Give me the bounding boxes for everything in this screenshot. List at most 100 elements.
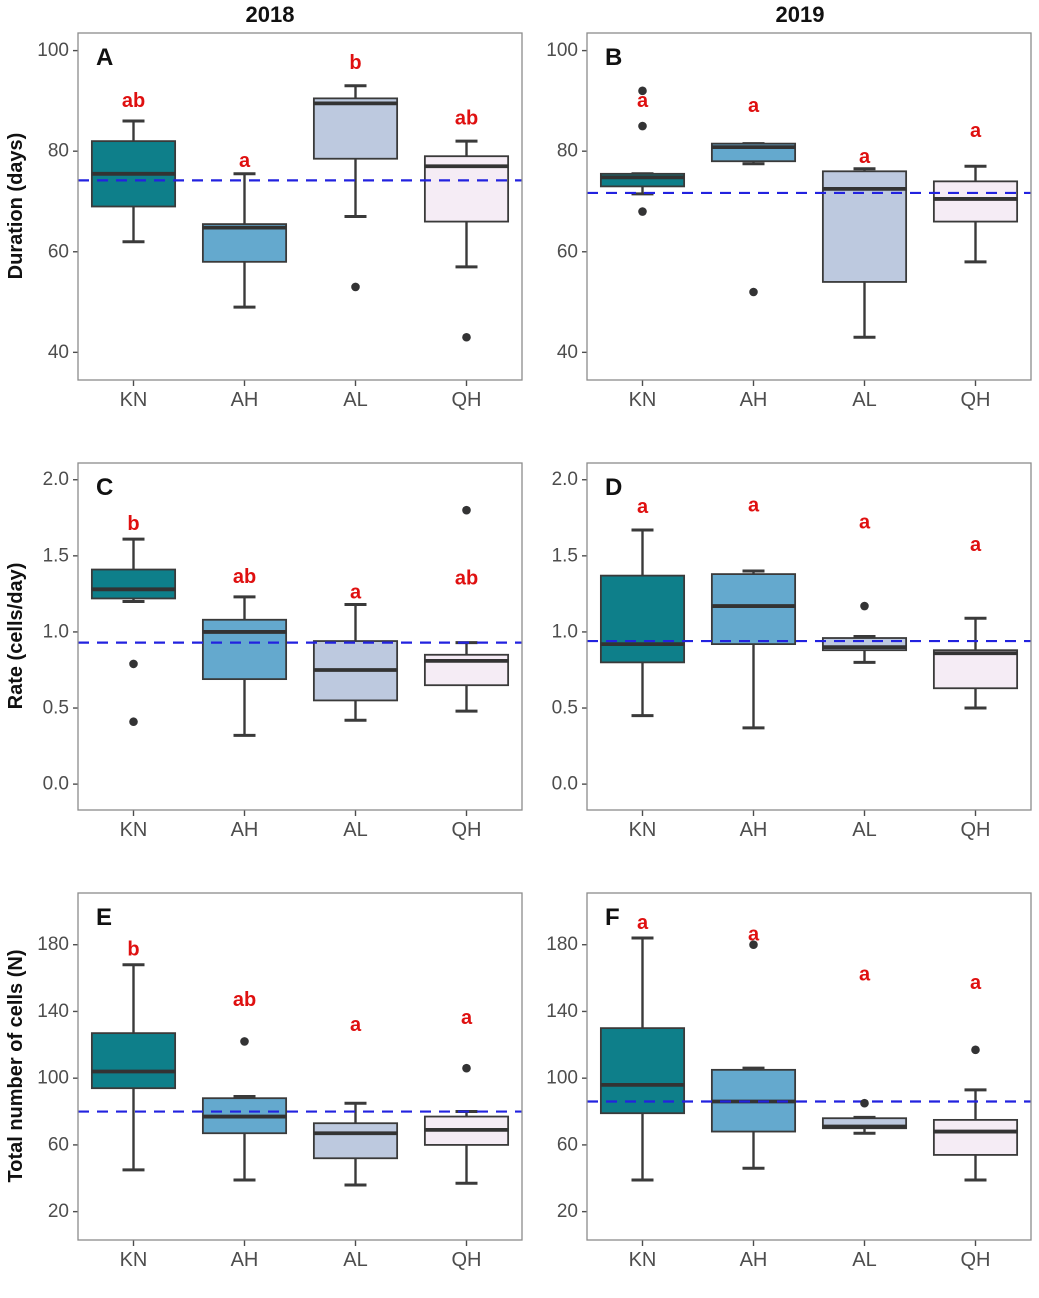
boxplot-svg-F: 20 60 100 140 180 a KN a AH a AL a QH F [539, 885, 1039, 1285]
y-tick-label: 1.5 [552, 545, 578, 566]
box-QH [423, 139, 510, 269]
box-AL [821, 1115, 908, 1135]
outlier-point [462, 505, 471, 515]
column-title-2019: 2019 [775, 2, 825, 27]
x-tick-label-AH: AH [231, 1249, 259, 1271]
y-tick-label: 40 [557, 342, 578, 363]
boxplot-svg-B: 40 60 80 100 a KN a AH a AL a QH B [539, 25, 1039, 425]
x-tick-label-AL: AL [343, 819, 367, 841]
outlier-point [462, 332, 471, 342]
x-tick-label-AH: AH [740, 1249, 768, 1271]
panel-f-cells-2019: 20 60 100 140 180 a KN a AH a AL a QH F [539, 885, 1039, 1285]
x-tick-label-QH: QH [452, 819, 482, 841]
y-tick-label: 0.0 [43, 774, 69, 795]
significance-letter: ab [455, 107, 478, 129]
significance-letter: a [637, 90, 649, 112]
y-axis-title-rate: Rate (cells/day) [5, 562, 27, 710]
boxplot-svg-E: 20 60 100 140 180 b KN ab AH a AL a QH E [30, 885, 530, 1285]
box-KN [599, 172, 686, 196]
y-tick-label: 0.5 [552, 698, 578, 719]
significance-letter: a [637, 912, 649, 934]
significance-letter: a [748, 95, 760, 117]
x-tick-label-KN: KN [629, 1249, 657, 1271]
x-tick-label-KN: KN [120, 819, 148, 841]
panel-c-rate-2018: 0.0 0.5 1.0 1.5 2.0 b KN ab AH a AL ab QH C [30, 455, 530, 855]
y-tick-label: 1.5 [43, 545, 69, 566]
y-tick-label: 180 [37, 934, 69, 955]
box-KN [599, 528, 686, 718]
y-tick-label: 20 [48, 1201, 69, 1222]
y-tick-label: 80 [557, 141, 578, 162]
y-tick-label: 100 [37, 40, 69, 61]
outlier-point [749, 287, 758, 297]
box-AL [312, 1101, 399, 1187]
outlier-point [240, 1037, 249, 1046]
x-tick-label-QH: QH [961, 389, 991, 411]
boxplot-svg-C: 0.0 0.5 1.0 1.5 2.0 b KN ab AH a AL ab QH C [30, 455, 530, 855]
y-tick-label: 180 [546, 934, 578, 955]
outlier-point [129, 717, 138, 727]
outlier-point [638, 86, 647, 96]
y-tick-label: 60 [557, 241, 578, 262]
outlier-point [971, 1045, 980, 1055]
box-AH [201, 595, 288, 737]
box-KN [599, 936, 686, 1182]
panel-d-rate-2019: 0.0 0.5 1.0 1.5 2.0 a KN a AH a AL a QH D [539, 455, 1039, 855]
significance-letter: a [970, 120, 982, 142]
box-QH [932, 164, 1019, 264]
significance-letter: a [461, 1007, 473, 1029]
x-tick-label-QH: QH [961, 819, 991, 841]
y-tick-label: 60 [557, 1134, 578, 1155]
box-QH [423, 641, 510, 713]
x-tick-label-AL: AL [852, 1249, 876, 1271]
panel-letter: A [96, 44, 113, 71]
significance-letter: ab [233, 566, 256, 588]
significance-letter: b [349, 52, 361, 74]
significance-letter: a [748, 495, 760, 517]
significance-letter: a [239, 150, 251, 172]
panel-letter: F [605, 904, 620, 931]
panel-letter: E [96, 904, 112, 931]
panel-e-cells-2018: 20 60 100 140 180 b KN ab AH a AL a QH E [30, 885, 530, 1285]
panel-letter: D [605, 474, 622, 501]
significance-letter: a [350, 581, 362, 603]
y-axis-title-total-cells: Total number of cells (N) [5, 949, 27, 1183]
significance-letter: ab [122, 90, 145, 112]
box-KN [90, 119, 177, 244]
panel-a-duration-2018: 40 60 80 100 ab KN a AH b AL ab QH A [30, 25, 530, 425]
box-AL [312, 84, 399, 219]
y-axis-title-duration: Duration (days) [5, 132, 27, 280]
significance-letter: b [127, 513, 139, 535]
significance-letter: a [859, 964, 871, 986]
significance-letter: a [970, 972, 982, 994]
outlier-point [638, 121, 647, 131]
box-QH [932, 1088, 1019, 1182]
box-AH [710, 142, 797, 166]
significance-letter: a [970, 534, 982, 556]
significance-letter: b [127, 939, 139, 961]
y-tick-label: 140 [546, 1001, 578, 1022]
outlier-point [129, 659, 138, 669]
box-QH [932, 616, 1019, 710]
y-tick-label: 1.0 [43, 621, 69, 642]
box-KN [90, 537, 177, 603]
significance-letter: ab [233, 989, 256, 1011]
significance-letter: a [748, 924, 760, 946]
box-AL [821, 167, 908, 339]
boxplot-svg-D: 0.0 0.5 1.0 1.5 2.0 a KN a AH a AL a QH D [539, 455, 1039, 855]
x-tick-label-AH: AH [740, 819, 768, 841]
panel-letter: B [605, 44, 622, 71]
box-AH [201, 172, 288, 309]
y-tick-label: 40 [48, 342, 69, 363]
column-title-2018: 2018 [245, 2, 295, 27]
box-AL [312, 603, 399, 722]
outlier-point [860, 1098, 869, 1108]
x-tick-label-AL: AL [852, 389, 876, 411]
outlier-point [351, 282, 360, 292]
outlier-point [749, 940, 758, 950]
y-tick-label: 0.0 [552, 774, 578, 795]
x-tick-label-AH: AH [231, 389, 259, 411]
outlier-point [860, 601, 869, 611]
box-AH [710, 569, 797, 730]
